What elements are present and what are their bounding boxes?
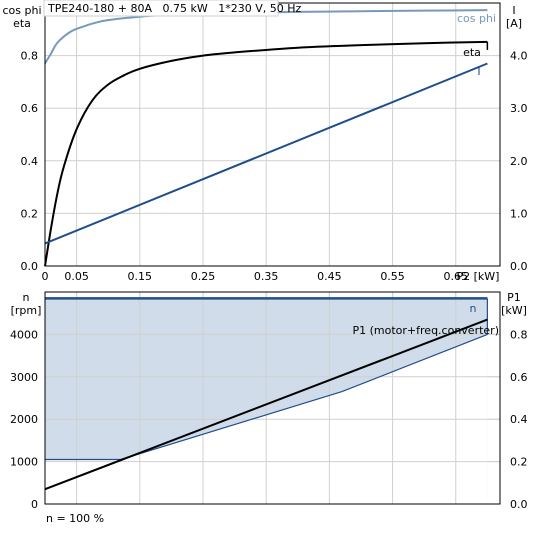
top-left-axis-label-1: cos phi xyxy=(2,4,41,17)
x-tick-label: 0.25 xyxy=(191,270,216,283)
top-right-y-tick-label: 2.0 xyxy=(510,155,528,168)
x-tick-label: 0 xyxy=(42,270,49,283)
bottom-chart-series xyxy=(44,297,488,491)
bottom-right-axis-label-2: [kW] xyxy=(501,304,527,317)
bottom-right-y-tick-label: 0.2 xyxy=(510,456,528,469)
bottom-left-y-tick-label: 4000 xyxy=(10,328,38,341)
bottom-right-y-tick-label: 0.0 xyxy=(510,498,528,511)
bottom-plot-frame xyxy=(44,291,501,505)
top-right-axis-label-2: [A] xyxy=(506,17,522,30)
p1-series-label: P1 (motor+freq.converter) xyxy=(353,324,500,337)
bottom-right-y-tick-label: 0.4 xyxy=(510,413,528,426)
x-tick-label: 0.05 xyxy=(64,270,89,283)
top-left-y-tick-label: 0.6 xyxy=(21,102,39,115)
bottom-left-axis-label-2: [rpm] xyxy=(11,304,42,317)
speed-series-label: n xyxy=(470,302,477,315)
speed-percent-note: n = 100 % xyxy=(46,512,104,525)
top-right-y-tick-label: 4.0 xyxy=(510,50,528,63)
eta-series-label: eta xyxy=(463,46,481,59)
title-box xyxy=(43,0,279,17)
bottom-right-y-tick-label: 0.8 xyxy=(510,328,528,341)
tick-labels: 0 0.05 0.15 0.25 0.35 0.45 0.55 0.65 0.0 0.2 0.4 0.… xyxy=(10,50,528,511)
eta-curve xyxy=(44,40,488,267)
current-line xyxy=(44,62,488,245)
top-right-y-tick-label: 1.0 xyxy=(510,207,528,220)
bottom-right-y-tick-label: 0.6 xyxy=(510,371,528,384)
x-tick-label: 0.15 xyxy=(128,270,153,283)
x-axis-label: P2 [kW] xyxy=(457,270,500,283)
top-left-axis-label-2: eta xyxy=(13,17,31,30)
chart-title: TPE240-180 + 80A 0.75 kW 1*230 V, 50 Hz xyxy=(47,2,301,15)
top-left-y-tick-label: 0.8 xyxy=(21,50,39,63)
bottom-right-axis-label-1: P1 xyxy=(507,291,521,304)
cos-phi-series-label: cos phi xyxy=(457,12,496,25)
p1-line xyxy=(44,318,488,491)
top-right-axis-label-1: I xyxy=(512,4,515,17)
x-tick-label: 0.45 xyxy=(317,270,342,283)
top-left-y-tick-label: 0.2 xyxy=(21,207,39,220)
x-tick-label: 0.65 xyxy=(444,270,469,283)
x-tick-label: 0.55 xyxy=(380,270,405,283)
speed-lower-boundary xyxy=(45,333,488,461)
bottom-left-y-tick-label: 1000 xyxy=(10,456,38,469)
top-left-y-tick-label: 0.0 xyxy=(21,260,39,273)
current-series-label: I xyxy=(477,65,480,78)
bottom-left-y-tick-label: 3000 xyxy=(10,371,38,384)
speed-area xyxy=(45,292,500,504)
top-chart-series xyxy=(44,9,489,267)
bottom-chart-frame xyxy=(44,291,501,505)
top-right-y-tick-label: 0.0 xyxy=(510,260,528,273)
bottom-left-y-tick-label: 0 xyxy=(31,498,38,511)
bottom-left-axis-label-1: n xyxy=(23,291,30,304)
top-left-y-tick-label: 0.4 xyxy=(21,155,39,168)
cos-phi-curve xyxy=(44,9,488,65)
x-tick-label: 0.35 xyxy=(254,270,279,283)
bottom-left-y-tick-label: 2000 xyxy=(10,413,38,426)
top-chart-grid xyxy=(45,3,500,266)
top-right-y-tick-label: 3.0 xyxy=(510,102,528,115)
